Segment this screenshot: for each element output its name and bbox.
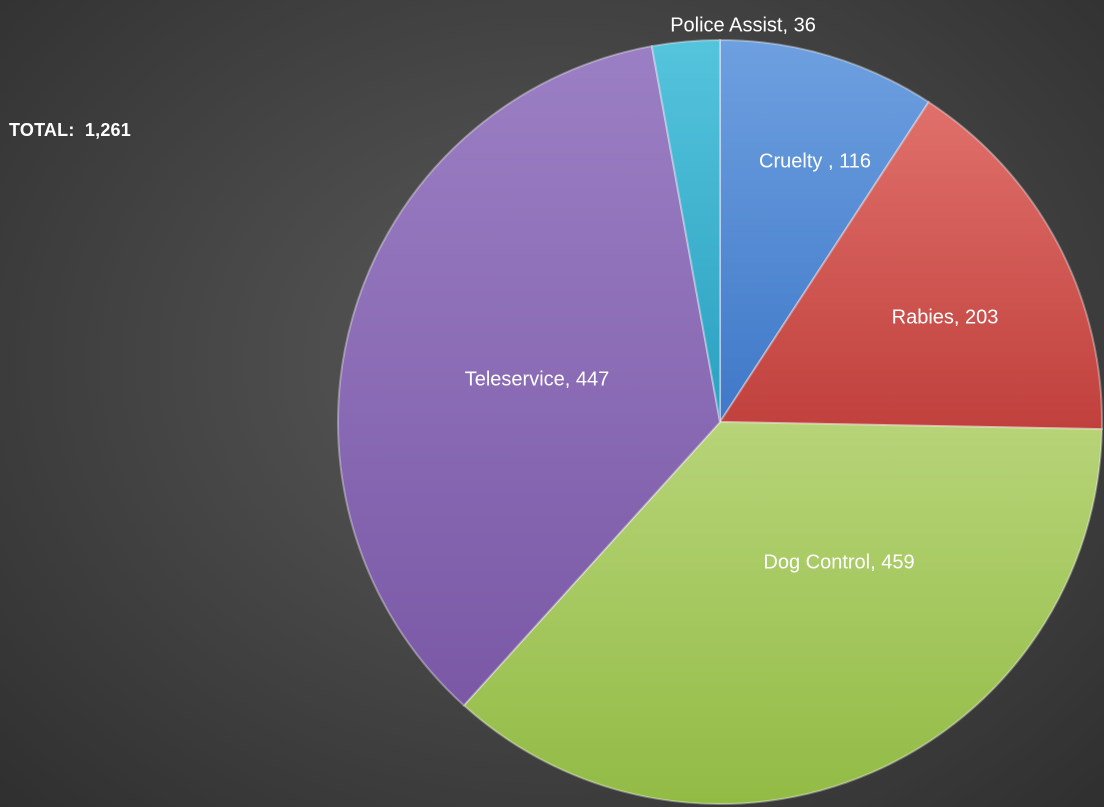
- slice-police-assist: [650, 38, 721, 423]
- slice-dog-control: [462, 420, 1103, 805]
- slice-rabies: [718, 100, 1103, 431]
- total-label: TOTAL: 1,261: [9, 120, 131, 140]
- label-teleservice: Teleservice, 447: [465, 368, 610, 390]
- label-rabies: Rabies, 203: [892, 306, 999, 328]
- slice-teleservice: [337, 44, 722, 707]
- label-dog-control: Dog Control, 459: [763, 551, 914, 573]
- label-cruelty: Cruelty , 116: [759, 150, 871, 172]
- label-police-assist: Police Assist, 36: [670, 14, 816, 36]
- slice-cruelty: [719, 38, 931, 426]
